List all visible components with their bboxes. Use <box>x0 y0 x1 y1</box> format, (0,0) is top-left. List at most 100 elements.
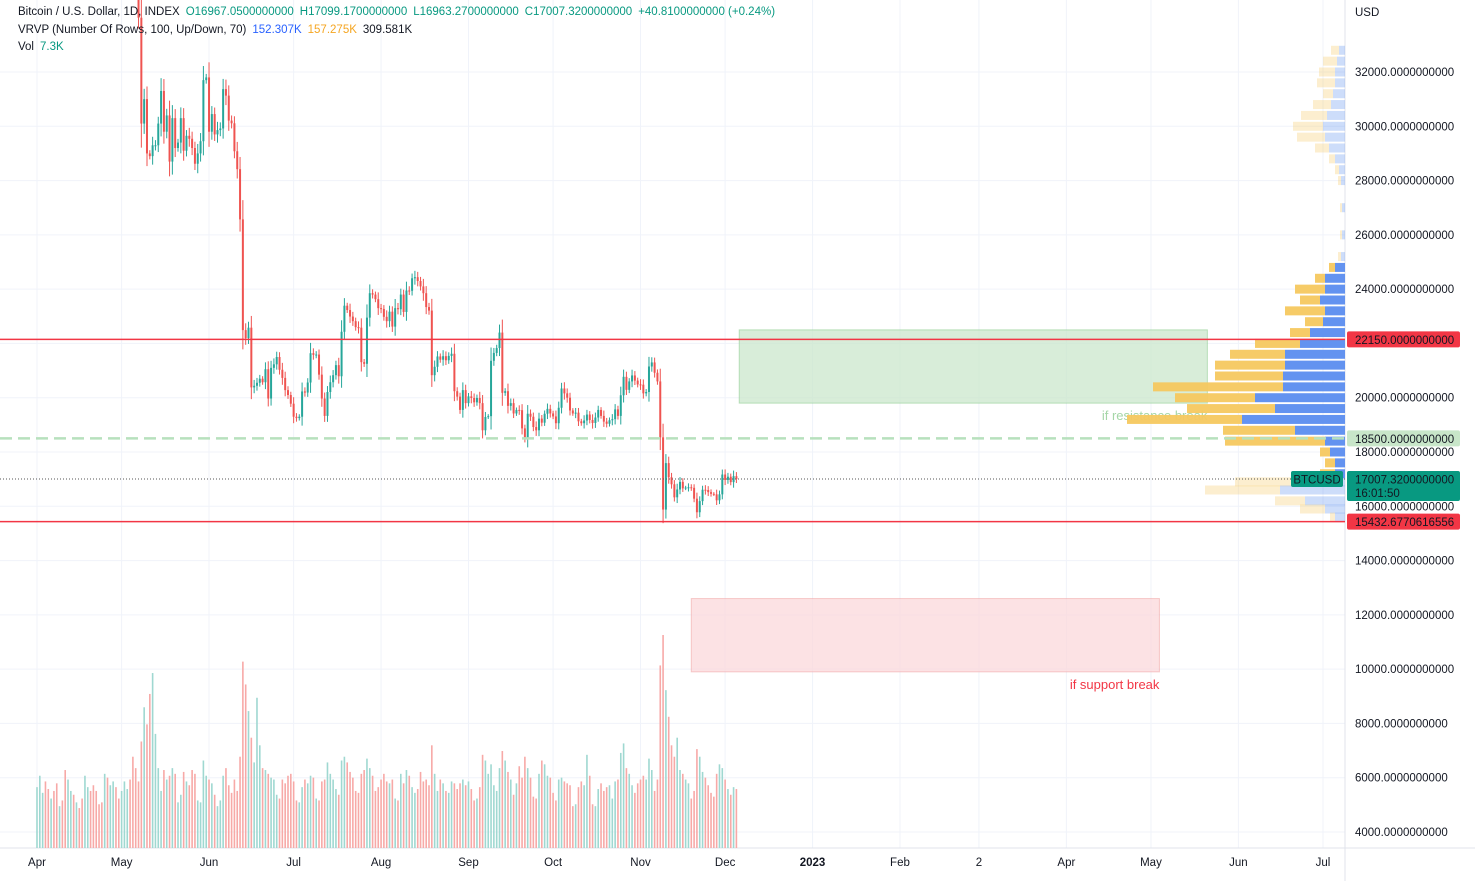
candle-body <box>571 410 574 414</box>
candle-body <box>456 391 459 397</box>
volume-bar <box>177 802 179 848</box>
volume-bar <box>521 777 523 848</box>
profile-row-down <box>1230 349 1285 359</box>
volume-bar <box>163 770 165 848</box>
volume-bar <box>287 775 289 848</box>
current-price-text: 17007.3200000000 <box>1355 474 1454 486</box>
profile-row-up <box>1335 262 1345 272</box>
volume-bar <box>586 754 588 848</box>
candle-body <box>670 477 673 485</box>
candle-body <box>481 403 484 431</box>
candle-body <box>501 332 504 393</box>
volume-bar <box>44 781 47 848</box>
volume-bar <box>538 773 540 848</box>
time-tick-label: Apr <box>1057 857 1075 869</box>
volume-bar <box>129 779 131 848</box>
volume-bar <box>41 792 44 848</box>
symbol-legend: Bitcoin / U.S. Dollar, 1D, INDEX O16967.0… <box>18 6 781 18</box>
volume-bar <box>428 785 430 848</box>
support-zone[interactable] <box>690 598 1160 673</box>
candle-body <box>585 414 588 421</box>
symbol-title[interactable]: Bitcoin / U.S. Dollar, 1D, INDEX <box>18 6 180 18</box>
volume-bar <box>662 635 664 848</box>
volume-bar <box>236 790 239 848</box>
volume-bar <box>673 756 676 848</box>
volume-bar <box>447 792 450 848</box>
volume-bar <box>721 768 724 848</box>
candle-body <box>419 281 422 287</box>
time-tick-label: Dec <box>715 857 736 869</box>
volume-bar <box>546 775 549 848</box>
candle-body <box>193 148 196 164</box>
horizontal-lines[interactable] <box>0 338 1345 523</box>
candle-body <box>430 310 433 376</box>
candle-body <box>467 396 470 404</box>
volume-bar <box>36 787 38 848</box>
volume-bar <box>185 781 188 848</box>
volume-bar <box>53 790 55 848</box>
volume-bar <box>498 768 501 848</box>
volume-bar <box>524 756 526 848</box>
candle-body <box>346 305 349 311</box>
resistance-zone[interactable] <box>738 329 1208 404</box>
volume-bar <box>329 773 332 848</box>
volume-bar <box>160 790 162 848</box>
candle-body <box>659 381 662 438</box>
candle-body <box>591 419 594 423</box>
volume-bar <box>50 798 52 848</box>
candle-body <box>261 378 264 383</box>
volume-bar <box>574 804 577 848</box>
volume-bar <box>188 785 191 848</box>
candle-body <box>577 412 580 422</box>
volume-bar <box>656 779 659 848</box>
price-axis[interactable]: USD 32000.0000000000 30000.0000000000 2800… <box>1355 7 1454 839</box>
candle-body <box>597 409 600 418</box>
candle-body <box>470 396 473 398</box>
volume-bar <box>397 800 399 848</box>
volume-bar <box>318 800 320 848</box>
candle-body <box>450 353 453 356</box>
volume-bar <box>628 773 631 848</box>
profile-row-up <box>1325 132 1345 142</box>
volume-bar <box>39 775 41 848</box>
price-tick-label: 32000.0000000000 <box>1355 67 1454 79</box>
candle-body <box>600 409 603 416</box>
profile-row-down <box>1255 338 1300 348</box>
volume-bar <box>216 806 219 848</box>
volume-bar <box>58 806 61 848</box>
candle-body <box>264 369 267 383</box>
time-axis[interactable]: Apr May Jun Jul Aug Sep Oct Nov Dec 2023 Feb 2 Apr Ma… <box>28 857 1330 869</box>
level-price-badge-text: 18500.0000000000 <box>1355 434 1454 446</box>
candle-body <box>442 356 445 360</box>
volume-bar <box>707 785 710 848</box>
candle-body <box>382 308 385 317</box>
candle-body <box>303 391 306 393</box>
volume-bar <box>642 775 645 848</box>
candle-body <box>230 120 233 124</box>
volume-bar <box>89 790 92 848</box>
volume-bar <box>281 779 284 848</box>
volume-bar <box>270 777 272 848</box>
candle-body <box>151 145 154 157</box>
profile-row-up <box>1285 360 1345 370</box>
profile-row-down <box>1319 67 1335 77</box>
profile-row-up <box>1283 382 1345 392</box>
vrvp-title[interactable]: VRVP (Number Of Rows, 100, Up/Down, 70) <box>18 24 247 36</box>
profile-row-down <box>1313 100 1331 110</box>
level-price-badge <box>1347 430 1460 447</box>
candle-body <box>315 354 318 356</box>
volume-bar <box>72 794 75 848</box>
profile-row-up <box>1305 496 1345 506</box>
vol-title[interactable]: Vol <box>18 41 34 53</box>
candle-body <box>253 385 256 388</box>
volume-bar <box>414 792 416 848</box>
candle-body <box>614 409 617 420</box>
ohlc-high: H17099.1700000000 <box>299 6 408 18</box>
profile-row-down <box>1295 284 1325 294</box>
volume-bar <box>377 787 380 848</box>
candle-body <box>732 476 735 483</box>
volume-bar <box>219 800 222 848</box>
profile-row-down <box>1329 262 1335 272</box>
candle-body <box>292 403 295 417</box>
